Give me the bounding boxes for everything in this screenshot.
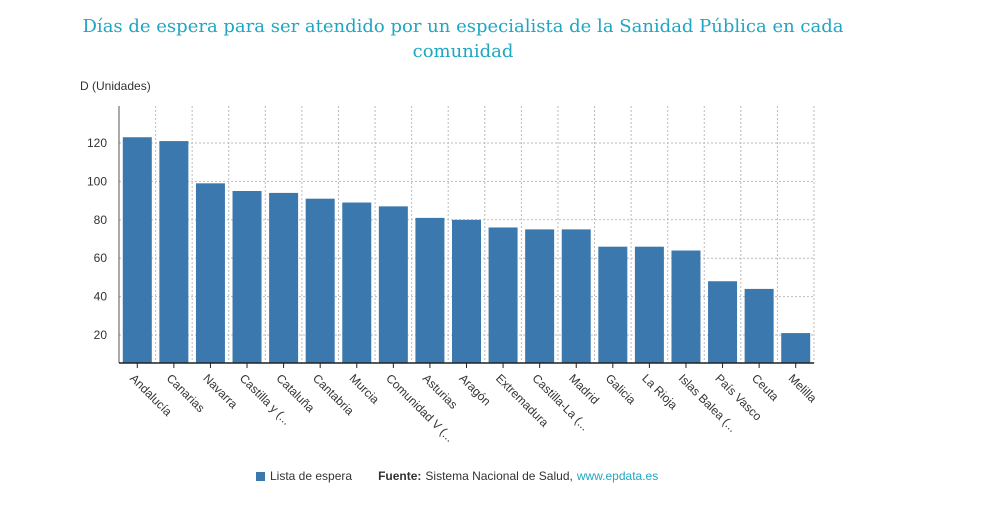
chart-title: Días de espera para ser atendido por un … [82, 16, 844, 62]
y-tick-label: 20 [94, 328, 108, 342]
bar [634, 246, 664, 363]
y-tick-label: 120 [87, 136, 107, 150]
bar [159, 141, 189, 363]
bar [269, 192, 299, 363]
bar [305, 198, 335, 363]
bar [415, 217, 445, 363]
y-tick-label: 100 [87, 174, 107, 188]
source-text: Sistema Nacional de Salud, [425, 469, 573, 483]
bar [708, 281, 738, 363]
x-tick-label: Murcia [347, 371, 383, 407]
source-prefix: Fuente: [378, 469, 422, 483]
bar [452, 219, 481, 363]
bar [232, 191, 262, 363]
bar [122, 137, 152, 363]
source-link[interactable]: www.epdata.es [576, 469, 659, 483]
bar [525, 229, 555, 363]
x-tick-label: Aragón [456, 371, 493, 408]
y-tick-label: 80 [94, 213, 108, 227]
bar [488, 227, 518, 363]
bar [744, 288, 774, 363]
bar [781, 333, 811, 363]
y-tick-label: 40 [94, 290, 108, 304]
x-tick-label: Ceuta [749, 371, 782, 404]
x-tick-label: Madrid [566, 371, 602, 407]
bar [342, 202, 372, 363]
bar [598, 246, 628, 363]
bar [671, 250, 701, 363]
legend-label: Lista de espera [270, 469, 353, 483]
legend: Lista de espera Fuente: Sistema Nacional… [256, 469, 658, 483]
bar [561, 229, 591, 363]
y-axis-label: D (Unidades) [80, 79, 151, 93]
legend-swatch [256, 471, 265, 481]
bar [378, 206, 408, 363]
x-tick-label: Galicia [603, 371, 639, 407]
x-tick-label: La Rioja [639, 371, 680, 412]
y-tick-label: 60 [94, 251, 108, 265]
bar [195, 183, 225, 363]
bar-layer [122, 137, 811, 363]
x-tick-label: Comunidad V (... [383, 371, 457, 445]
x-tick-label: Melilla [786, 371, 820, 405]
